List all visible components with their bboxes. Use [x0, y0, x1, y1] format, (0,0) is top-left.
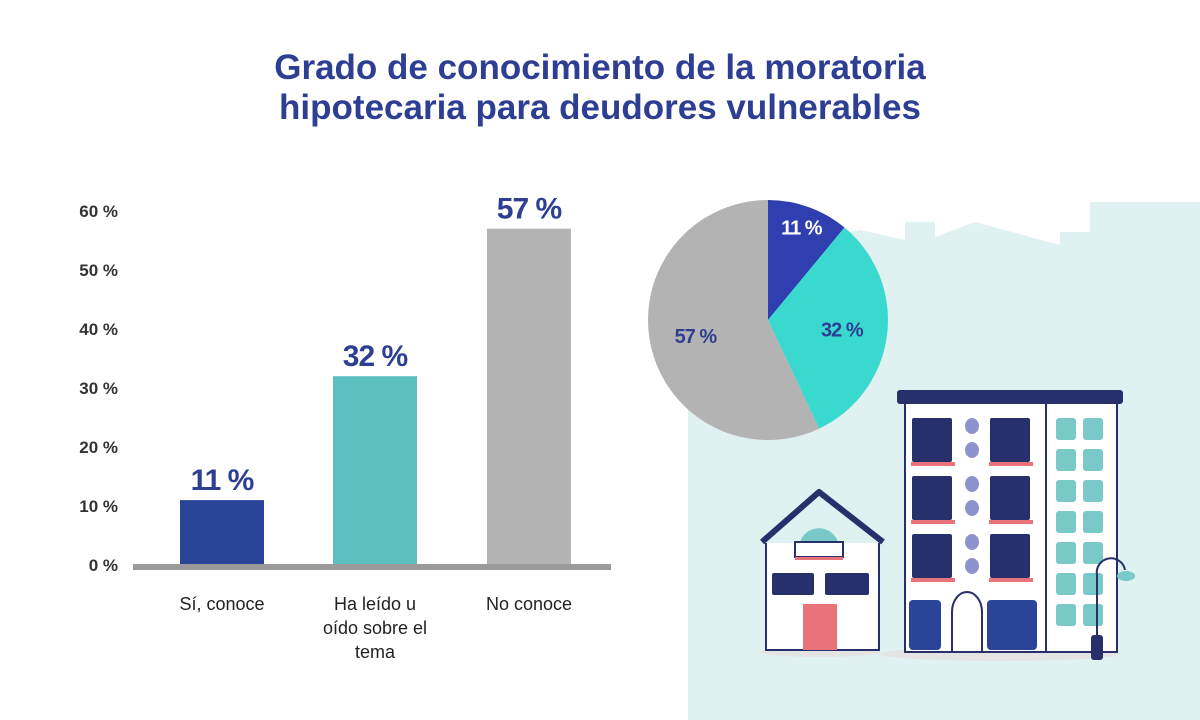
bar [180, 500, 264, 565]
round-window [965, 558, 979, 574]
window [990, 418, 1030, 462]
bar-data-label: 11 % [191, 464, 254, 497]
y-tick-label: 40 % [79, 320, 118, 339]
window [1056, 511, 1076, 533]
bar [487, 228, 571, 565]
round-window [965, 442, 979, 458]
window [1083, 542, 1103, 564]
window [912, 418, 952, 462]
window [1056, 449, 1076, 471]
balcony [911, 462, 955, 466]
window [1083, 573, 1103, 595]
window [1056, 573, 1076, 595]
window [1056, 542, 1076, 564]
window [1056, 604, 1076, 626]
y-tick-label: 30 % [79, 379, 118, 398]
pie-data-label: 32 % [821, 319, 864, 341]
window [1056, 480, 1076, 502]
balcony [989, 462, 1033, 466]
pie-slice [648, 200, 820, 441]
window [1083, 418, 1103, 440]
window [1083, 604, 1103, 626]
chart-title-line-1: Grado de conocimiento de la moratoria [274, 48, 926, 87]
round-window [965, 534, 979, 550]
buildings-illustration [760, 390, 1135, 661]
round-window [965, 476, 979, 492]
x-category-label: Ha leído u [334, 594, 416, 614]
x-category-label: Sí, conoce [179, 594, 264, 614]
balcony [911, 578, 955, 582]
x-axis-baseline [133, 564, 611, 570]
y-tick-label: 50 % [79, 261, 118, 280]
window [990, 534, 1030, 578]
pie-data-label: 57 % [675, 326, 718, 348]
pie-chart: 11 % 32 % 57 % [648, 200, 889, 441]
balcony [989, 520, 1033, 524]
window [990, 476, 1030, 520]
window [1083, 480, 1103, 502]
window [1056, 418, 1076, 440]
x-category-label: oído sobre el [323, 618, 427, 638]
balcony [911, 520, 955, 524]
window [1083, 449, 1103, 471]
balcony [989, 578, 1033, 582]
window [912, 534, 952, 578]
bar-data-label: 57 % [497, 193, 562, 226]
y-tick-label: 0 % [89, 556, 118, 575]
bar-data-label: 32 % [343, 340, 408, 373]
round-window [965, 500, 979, 516]
x-category-label: tema [355, 642, 396, 662]
window [912, 476, 952, 520]
bar-chart: 0 % 10 % 20 % 30 % 40 % 50 % 60 % 11 % Sí, conoc… [79, 193, 611, 662]
y-tick-label: 10 % [79, 497, 118, 516]
y-tick-label: 60 % [79, 202, 118, 221]
pie-slice [768, 227, 889, 429]
pie-data-label: 11 % [781, 217, 823, 239]
x-category-label: No conoce [486, 594, 572, 614]
chart-title-line-2: hipotecaria para deudores vulnerables [279, 88, 921, 127]
round-window [965, 418, 979, 434]
bar [333, 376, 417, 565]
pie-slice [768, 200, 845, 320]
y-tick-label: 20 % [79, 438, 118, 457]
window [1083, 511, 1103, 533]
